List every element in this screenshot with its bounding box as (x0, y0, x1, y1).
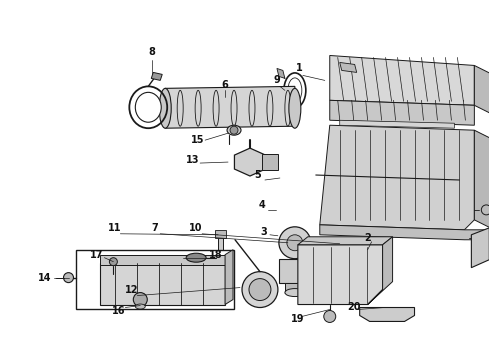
Ellipse shape (330, 284, 360, 293)
Text: 3: 3 (261, 227, 268, 237)
Circle shape (109, 258, 118, 266)
Polygon shape (298, 237, 392, 245)
Circle shape (242, 272, 278, 307)
Text: 11: 11 (108, 223, 121, 233)
Polygon shape (165, 86, 295, 128)
Ellipse shape (186, 253, 206, 262)
Text: 6: 6 (221, 80, 228, 90)
Polygon shape (298, 245, 383, 305)
Polygon shape (262, 154, 278, 170)
Text: 14: 14 (38, 273, 51, 283)
Polygon shape (471, 228, 490, 268)
Circle shape (279, 227, 311, 259)
Polygon shape (225, 250, 233, 305)
Polygon shape (218, 232, 223, 272)
Text: 19: 19 (291, 314, 305, 324)
Circle shape (133, 293, 147, 306)
Polygon shape (330, 55, 474, 105)
Ellipse shape (227, 125, 241, 135)
Text: 7: 7 (151, 223, 158, 233)
Polygon shape (100, 263, 225, 305)
Text: 5: 5 (255, 170, 261, 180)
Text: 12: 12 (124, 284, 138, 294)
Text: 1: 1 (295, 63, 302, 73)
Text: 8: 8 (149, 48, 156, 58)
Circle shape (287, 235, 303, 251)
Circle shape (478, 233, 489, 243)
Bar (76, 250, 234, 310)
Text: 15: 15 (192, 135, 205, 145)
Ellipse shape (135, 304, 145, 309)
Polygon shape (330, 273, 360, 289)
Text: 16: 16 (112, 306, 125, 316)
Circle shape (324, 310, 336, 323)
Text: 4: 4 (259, 200, 265, 210)
Polygon shape (277, 68, 285, 78)
Polygon shape (360, 307, 415, 321)
Polygon shape (100, 255, 225, 265)
Polygon shape (151, 72, 162, 80)
Polygon shape (474, 130, 490, 230)
Polygon shape (279, 259, 311, 283)
Ellipse shape (285, 289, 305, 297)
Circle shape (64, 273, 74, 283)
Ellipse shape (159, 88, 171, 128)
Polygon shape (285, 283, 305, 293)
Polygon shape (320, 125, 474, 230)
Polygon shape (340, 120, 454, 128)
Ellipse shape (327, 257, 363, 269)
Ellipse shape (288, 78, 302, 103)
Polygon shape (368, 237, 392, 305)
Text: 13: 13 (186, 155, 200, 165)
Polygon shape (234, 148, 266, 176)
Text: 10: 10 (190, 223, 203, 233)
Ellipse shape (330, 268, 360, 278)
Polygon shape (215, 230, 226, 238)
Polygon shape (327, 245, 363, 263)
Polygon shape (340, 62, 357, 72)
Ellipse shape (327, 239, 363, 251)
Text: 17: 17 (90, 250, 103, 260)
Polygon shape (474, 66, 490, 115)
Polygon shape (215, 266, 226, 274)
Ellipse shape (289, 88, 301, 128)
Ellipse shape (135, 92, 161, 122)
Text: 9: 9 (273, 75, 280, 85)
Text: 18: 18 (209, 250, 223, 260)
Circle shape (481, 205, 490, 215)
Circle shape (249, 279, 271, 301)
Polygon shape (330, 100, 474, 125)
Circle shape (230, 126, 238, 134)
Text: 20: 20 (347, 302, 361, 311)
Polygon shape (320, 225, 490, 240)
Text: 2: 2 (364, 233, 371, 243)
